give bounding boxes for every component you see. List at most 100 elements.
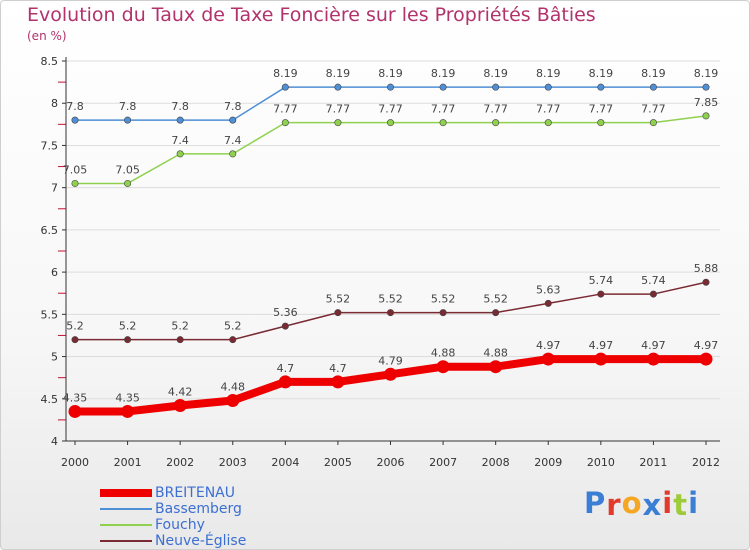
legend-label: BREITENAU [155, 485, 236, 501]
x-tick-label: 2007 [429, 456, 457, 469]
data-point-fouchy [124, 179, 132, 187]
line-chart: 4 4.5 5 5.5 6 6.5 7 7.5 8 8.5 2000 2001 2002 2003 2004… [41, 55, 720, 469]
data-label-neuve-eglise: 5.52 [378, 293, 403, 306]
data-label-breitenau: 4.48 [221, 380, 246, 393]
data-label-breitenau: 4.88 [483, 347, 508, 360]
data-label-fouchy: 7.77 [536, 103, 561, 116]
data-point-fouchy [334, 119, 342, 127]
data-label-breitenau: 4.97 [536, 339, 561, 352]
data-point-bassemberg [124, 116, 132, 124]
y-tick-label: 8.5 [41, 55, 59, 68]
legend-swatch [100, 508, 152, 510]
data-point-bassemberg [71, 116, 79, 124]
data-point-bassemberg [702, 83, 710, 91]
data-label-fouchy: 7.77 [641, 103, 666, 116]
data-point-fouchy [439, 119, 447, 127]
legend-label: Fouchy [155, 517, 205, 533]
data-point-fouchy [281, 119, 289, 127]
data-label-breitenau: 4.7 [329, 362, 347, 375]
proxiti-logo: Proxiti [584, 486, 700, 522]
legend-swatch [100, 540, 152, 542]
data-label-neuve-eglise: 5.2 [224, 320, 242, 333]
data-point-bassemberg [176, 116, 184, 124]
data-point-fouchy [71, 179, 79, 187]
data-point-bassemberg [229, 116, 237, 124]
y-tick-label: 8 [51, 97, 58, 110]
data-label-neuve-eglise: 5.52 [326, 293, 351, 306]
logo-letter: i [688, 486, 700, 520]
logo-letter: r [606, 488, 622, 522]
data-point-neuve-eglise [386, 309, 394, 317]
data-label-neuve-eglise: 5.52 [483, 293, 508, 306]
data-label-bassemberg: 8.19 [326, 67, 351, 80]
data-point-bassemberg [334, 83, 342, 91]
data-label-bassemberg: 8.19 [536, 67, 561, 80]
chart-title: Evolution du Taux de Taxe Foncière sur l… [27, 4, 596, 26]
legend-swatch [100, 524, 152, 526]
grid-lines [66, 60, 720, 442]
data-label-bassemberg: 8.19 [483, 67, 508, 80]
data-label-neuve-eglise: 5.63 [536, 283, 561, 296]
data-label-bassemberg: 8.19 [378, 67, 403, 80]
data-label-fouchy: 7.4 [171, 134, 189, 147]
logo-letter: P [584, 486, 607, 520]
data-point-bassemberg [492, 83, 500, 91]
data-label-bassemberg: 8.19 [589, 67, 614, 80]
data-point-breitenau [541, 352, 555, 366]
data-point-breitenau [121, 404, 135, 418]
data-label-breitenau: 4.42 [168, 386, 193, 399]
x-tick-label: 2005 [324, 456, 352, 469]
data-point-breitenau [489, 360, 503, 374]
data-point-breitenau [226, 393, 240, 407]
data-point-breitenau [68, 404, 82, 418]
data-label-bassemberg: 8.19 [431, 67, 456, 80]
legend-label: Neuve-Église [155, 533, 247, 549]
data-label-fouchy: 7.77 [326, 103, 351, 116]
data-label-bassemberg: 8.19 [694, 67, 719, 80]
y-tick-label: 4 [51, 435, 58, 448]
data-point-bassemberg [649, 83, 657, 91]
data-point-neuve-eglise [702, 278, 710, 286]
data-label-neuve-eglise: 5.52 [431, 293, 456, 306]
data-point-breitenau [173, 399, 187, 413]
data-point-bassemberg [597, 83, 605, 91]
data-point-breitenau [594, 352, 608, 366]
x-tick-label: 2010 [587, 456, 615, 469]
chart-unit-label: (en %) [27, 29, 67, 43]
data-label-breitenau: 4.35 [115, 391, 140, 404]
data-point-fouchy [544, 119, 552, 127]
x-tick-label: 2012 [692, 456, 720, 469]
data-labels: 7.8 7.8 7.8 7.8 8.19 8.19 8.19 8.19 8.19 8.19 8.19… [63, 67, 719, 404]
data-point-neuve-eglise [124, 336, 132, 344]
data-label-neuve-eglise: 5.2 [66, 320, 84, 333]
data-label-fouchy: 7.77 [589, 103, 614, 116]
y-tick-label: 6.5 [41, 224, 59, 237]
data-label-neuve-eglise: 5.74 [641, 274, 666, 287]
data-label-fouchy: 7.77 [483, 103, 508, 116]
data-label-fouchy: 7.77 [378, 103, 403, 116]
x-tick-label: 2008 [482, 456, 510, 469]
data-point-neuve-eglise [229, 336, 237, 344]
data-label-bassemberg: 8.19 [273, 67, 298, 80]
data-point-neuve-eglise [439, 309, 447, 317]
data-point-fouchy [649, 119, 657, 127]
data-point-bassemberg [386, 83, 394, 91]
data-label-breitenau: 4.88 [431, 347, 456, 360]
data-point-fouchy [702, 112, 710, 120]
data-point-neuve-eglise [71, 336, 79, 344]
x-tick-label: 2003 [219, 456, 247, 469]
data-label-breitenau: 4.97 [694, 339, 719, 352]
data-label-breitenau: 4.97 [589, 339, 614, 352]
x-tick-label: 2009 [534, 456, 562, 469]
x-tick-label: 2000 [61, 456, 89, 469]
data-label-neuve-eglise: 5.88 [694, 262, 719, 275]
y-tick-label: 7.5 [41, 139, 59, 152]
y-tick-label: 5 [51, 351, 58, 364]
data-point-breitenau [331, 375, 345, 389]
y-tick-label: 4.5 [41, 393, 59, 406]
data-label-neuve-eglise: 5.36 [273, 306, 298, 319]
data-point-fouchy [597, 119, 605, 127]
data-label-neuve-eglise: 5.74 [589, 274, 614, 287]
data-label-breitenau: 4.35 [63, 391, 88, 404]
data-label-fouchy: 7.77 [273, 103, 298, 116]
